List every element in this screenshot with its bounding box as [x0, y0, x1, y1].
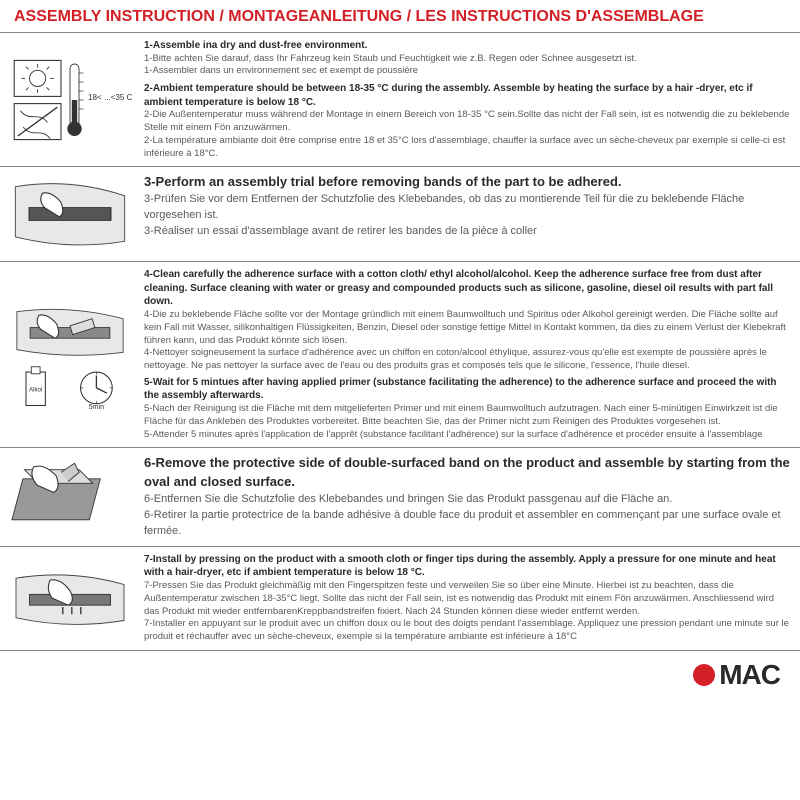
step-6-text: 6-Remove the protective side of double-s… [140, 448, 800, 546]
step-1-2-text: 1-Assemble ina dry and dust-free environ… [140, 33, 800, 166]
step-3: 3-Perform an assembly trial before remov… [0, 167, 800, 262]
temp-icon: 18< ...<35 C [0, 33, 140, 166]
step-6: 6-Remove the protective side of double-s… [0, 448, 800, 547]
step-4-5-text: 4-Clean carefully the adherence surface … [140, 262, 800, 447]
peel-icon [0, 448, 140, 546]
step-1-2: 18< ...<35 C 1-Assemble ina dry and dust… [0, 33, 800, 167]
step-7: 7-Install by pressing on the product wit… [0, 547, 800, 651]
page-title: ASSEMBLY INSTRUCTION / MONTAGEANLEITUNG … [0, 0, 800, 33]
step-3-text: 3-Perform an assembly trial before remov… [140, 167, 800, 261]
brand-logo: MAC [693, 659, 780, 691]
logo-dot-icon [693, 664, 715, 686]
bottle-label: Alkol [29, 386, 42, 393]
temp-range-label: 18< ...<35 C [88, 93, 133, 102]
clean-icon: Alkol 5min [0, 262, 140, 447]
time-label: 5min [89, 404, 104, 409]
step-7-text: 7-Install by pressing on the product wit… [140, 547, 800, 650]
trial-icon [0, 167, 140, 261]
logo-text: MAC [719, 659, 780, 691]
footer: MAC [0, 651, 800, 699]
press-icon [0, 547, 140, 650]
step-4-5: Alkol 5min 4-Clean carefully the adheren… [0, 262, 800, 448]
